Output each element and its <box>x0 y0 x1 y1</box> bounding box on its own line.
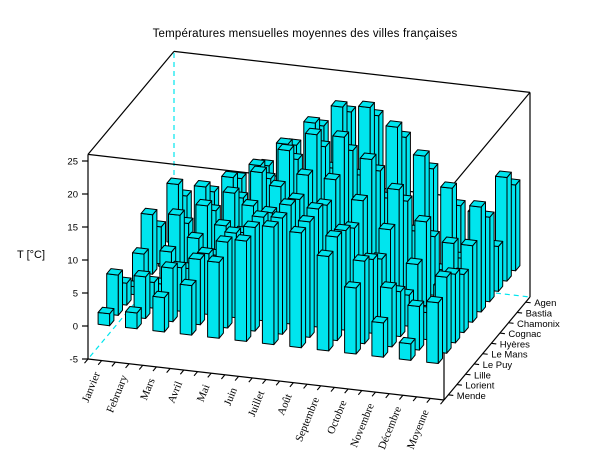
svg-text:10: 10 <box>67 256 78 267</box>
svg-text:5: 5 <box>73 289 78 300</box>
svg-text:Octobre: Octobre <box>325 398 349 435</box>
svg-text:Hyères: Hyères <box>500 339 530 350</box>
svg-text:Mende: Mende <box>457 391 486 402</box>
bars-layer <box>97 100 521 364</box>
svg-text:Août: Août <box>275 392 294 417</box>
svg-text:Agen: Agen <box>534 298 556 309</box>
svg-text:February: February <box>104 373 130 415</box>
svg-text:Avril: Avril <box>166 380 186 405</box>
svg-text:Mars: Mars <box>138 377 158 402</box>
svg-text:Le Puy: Le Puy <box>483 360 513 371</box>
svg-text:0: 0 <box>73 322 78 333</box>
svg-text:Le Mans: Le Mans <box>491 350 528 361</box>
svg-text:20: 20 <box>67 190 78 201</box>
svg-text:Chamonix: Chamonix <box>517 319 560 330</box>
svg-text:Lille: Lille <box>474 370 491 381</box>
svg-text:25: 25 <box>67 157 78 168</box>
svg-text:Juillet: Juillet <box>246 389 267 418</box>
month-axis: Janvier February Mars Avril Mai Juin Juillet Ao… <box>80 358 445 452</box>
chart-title: Températures mensuelles moyennes des vil… <box>152 28 458 40</box>
svg-text:Cognac: Cognac <box>508 329 541 340</box>
svg-text:Janvier: Janvier <box>80 370 103 404</box>
svg-text:15: 15 <box>67 223 78 234</box>
svg-text:Bastia: Bastia <box>526 308 553 319</box>
svg-text:T [°C]: T [°C] <box>17 249 45 261</box>
svg-text:Moyenne: Moyenne <box>405 408 432 451</box>
z-axis: -5 0 5 10 15 20 25 T [°C] <box>17 157 88 366</box>
svg-text:Juin: Juin <box>222 386 240 408</box>
svg-text:Lorient: Lorient <box>465 381 494 392</box>
svg-text:Septembre: Septembre <box>293 395 322 443</box>
svg-text:Novembre: Novembre <box>348 402 377 450</box>
svg-text:Décembre: Décembre <box>376 405 404 452</box>
svg-text:Mai: Mai <box>195 383 213 404</box>
svg-text:-5: -5 <box>70 355 78 366</box>
